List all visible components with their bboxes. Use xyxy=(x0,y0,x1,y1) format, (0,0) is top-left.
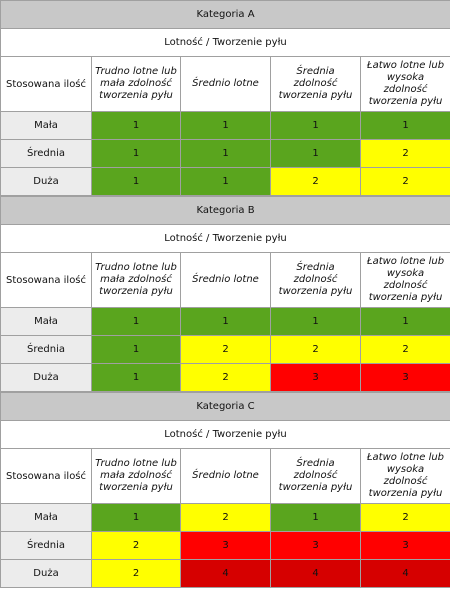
risk-cell: 4 xyxy=(180,559,271,588)
header-row: Stosowana ilość Trudno lotne lub mała zdo… xyxy=(0,448,450,504)
row-label: Duża xyxy=(0,559,92,588)
subtitle: Lotność / Tworzenie pyłu xyxy=(0,224,450,253)
data-row: Mała 1 1 1 1 xyxy=(0,307,450,336)
risk-cell: 4 xyxy=(270,559,361,588)
column-header: Trudno lotne lub mała zdolność tworzenia… xyxy=(91,56,181,112)
risk-cell: 1 xyxy=(359,307,450,336)
column-header: Średnio lotne xyxy=(180,56,271,112)
risk-cell: 2 xyxy=(91,531,181,560)
risk-cell: 1 xyxy=(180,307,271,336)
risk-cell: 2 xyxy=(359,139,450,168)
column-header: Trudno lotne lub mała zdolność tworzenia… xyxy=(91,448,181,504)
risk-cell: 2 xyxy=(359,335,450,364)
row-label: Średnia xyxy=(0,139,92,168)
column-header: Średnio lotne xyxy=(180,448,271,504)
risk-cell: 3 xyxy=(360,531,450,560)
data-row: Średnia 1 2 2 2 xyxy=(0,335,450,364)
risk-cell: 2 xyxy=(359,167,450,196)
column-header: Średnio lotne xyxy=(180,252,271,308)
row-label: Mała xyxy=(0,307,92,336)
row-label: Średnia xyxy=(0,531,92,560)
data-row: Średnia 2 3 3 3 xyxy=(0,531,450,560)
header-row: Stosowana ilość Trudno lotne lub mała zdo… xyxy=(0,56,450,112)
column-header: Średnia zdolność tworzenia pyłu xyxy=(270,448,361,504)
column-header: Średnia zdolność tworzenia pyłu xyxy=(270,56,361,112)
row-header: Stosowana ilość xyxy=(0,56,92,112)
title-row: Kategoria A xyxy=(0,0,450,29)
row-label: Średnia xyxy=(0,335,92,364)
risk-cell: 1 xyxy=(91,111,181,140)
risk-cell: 1 xyxy=(91,335,181,364)
risk-cell: 1 xyxy=(91,503,181,532)
risk-cell: 2 xyxy=(270,167,361,196)
risk-cell: 1 xyxy=(270,503,361,532)
data-row: Średnia 1 1 1 2 xyxy=(0,139,450,168)
risk-cell: 3 xyxy=(359,363,450,392)
risk-cell: 2 xyxy=(91,559,181,588)
category-table: Kategoria C Lotność / Tworzenie pyłu Stoso… xyxy=(0,392,450,588)
risk-cell: 1 xyxy=(270,139,361,168)
subtitle-row: Lotność / Tworzenie pyłu xyxy=(0,420,450,449)
row-header: Stosowana ilość xyxy=(0,448,92,504)
category-title: Kategoria A xyxy=(0,0,450,29)
category-title: Kategoria B xyxy=(0,196,450,225)
subtitle-row: Lotność / Tworzenie pyłu xyxy=(0,224,450,253)
column-header: Łatwo lotne lub wysoka zdolność tworzeni… xyxy=(359,56,450,112)
row-label: Mała xyxy=(0,503,92,532)
row-header: Stosowana ilość xyxy=(0,252,92,308)
title-row: Kategoria C xyxy=(0,392,450,421)
subtitle: Lotność / Tworzenie pyłu xyxy=(0,420,450,449)
risk-cell: 2 xyxy=(180,363,271,392)
risk-cell: 1 xyxy=(270,307,361,336)
data-row: Mała 1 1 1 1 xyxy=(0,111,450,140)
risk-cell: 1 xyxy=(359,111,450,140)
risk-cell: 4 xyxy=(360,559,450,588)
risk-cell: 1 xyxy=(91,139,181,168)
risk-cell: 1 xyxy=(91,167,181,196)
category-table: Kategoria A Lotność / Tworzenie pyłu Stoso… xyxy=(0,0,450,196)
risk-cell: 3 xyxy=(180,531,271,560)
risk-cell: 2 xyxy=(270,335,361,364)
subtitle-row: Lotność / Tworzenie pyłu xyxy=(0,28,450,57)
data-row: Mała 1 2 1 2 xyxy=(0,503,450,532)
risk-cell: 2 xyxy=(180,335,271,364)
risk-cell: 1 xyxy=(180,167,271,196)
category-title: Kategoria C xyxy=(0,392,450,421)
data-row: Duża 1 1 2 2 xyxy=(0,167,450,196)
row-label: Duża xyxy=(0,363,92,392)
title-row: Kategoria B xyxy=(0,196,450,225)
row-label: Mała xyxy=(0,111,92,140)
data-row: Duża 1 2 3 3 xyxy=(0,363,450,392)
risk-cell: 1 xyxy=(180,111,271,140)
data-row: Duża 2 4 4 4 xyxy=(0,559,450,588)
subtitle: Lotność / Tworzenie pyłu xyxy=(0,28,450,57)
column-header: Łatwo lotne lub wysoka zdolność tworzeni… xyxy=(359,252,450,308)
column-header: Trudno lotne lub mała zdolność tworzenia… xyxy=(91,252,181,308)
header-row: Stosowana ilość Trudno lotne lub mała zdo… xyxy=(0,252,450,308)
risk-cell: 1 xyxy=(91,363,181,392)
row-label: Duża xyxy=(0,167,92,196)
category-table: Kategoria B Lotność / Tworzenie pyłu Stoso… xyxy=(0,196,450,392)
risk-cell: 1 xyxy=(180,139,271,168)
column-header: Średnia zdolność tworzenia pyłu xyxy=(270,252,361,308)
column-header: Łatwo lotne lub wysoka zdolność tworzeni… xyxy=(360,448,450,504)
risk-cell: 3 xyxy=(270,363,361,392)
risk-cell: 2 xyxy=(360,503,450,532)
risk-cell: 2 xyxy=(180,503,271,532)
risk-cell: 1 xyxy=(270,111,361,140)
risk-cell: 3 xyxy=(270,531,361,560)
risk-cell: 1 xyxy=(91,307,181,336)
